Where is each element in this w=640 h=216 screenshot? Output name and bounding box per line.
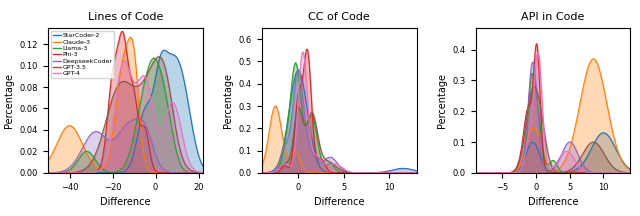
Legend: StarCoder-2, Claude-3, Llama-3, Phi-3, DeepseekCoder, GPT-3.5, GPT-4: StarCoder-2, Claude-3, Llama-3, Phi-3, D…: [51, 31, 115, 78]
Y-axis label: Percentage: Percentage: [223, 73, 233, 128]
X-axis label: Difference: Difference: [528, 197, 578, 207]
Title: CC of Code: CC of Code: [308, 12, 370, 22]
Title: Lines of Code: Lines of Code: [88, 12, 163, 22]
Y-axis label: Percentage: Percentage: [437, 73, 447, 128]
Y-axis label: Percentage: Percentage: [4, 73, 14, 128]
Title: API in Code: API in Code: [521, 12, 585, 22]
X-axis label: Difference: Difference: [314, 197, 364, 207]
X-axis label: Difference: Difference: [100, 197, 150, 207]
